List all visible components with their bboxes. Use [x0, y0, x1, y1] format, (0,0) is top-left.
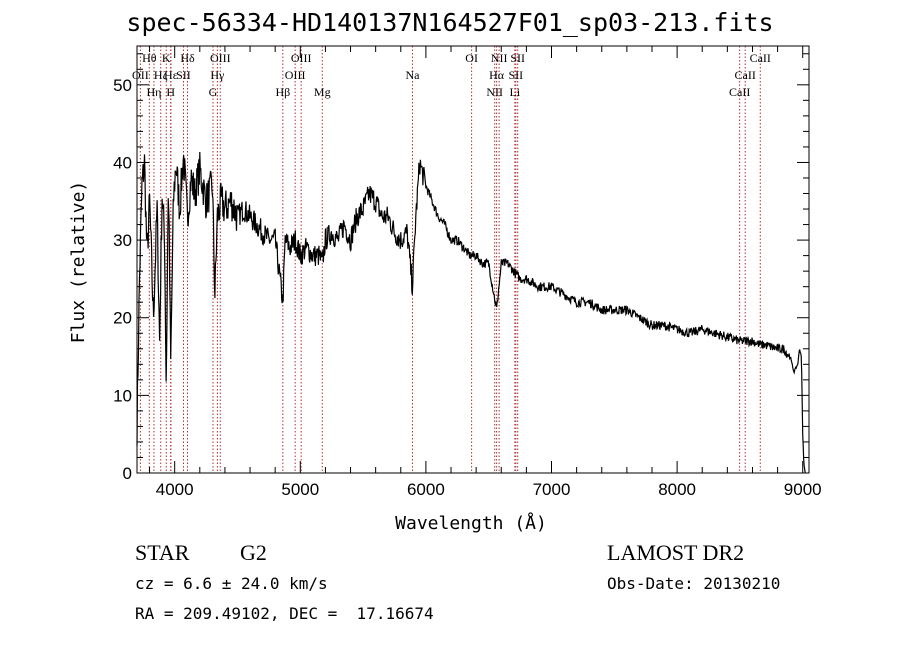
- line-label-6: NII: [491, 51, 508, 65]
- plot-frame: [136, 45, 810, 474]
- line-markers: [139, 46, 761, 473]
- line-label-25: Li: [509, 85, 520, 99]
- line-label-16: SII: [508, 68, 523, 82]
- y-tick-label-3: 30: [113, 231, 132, 250]
- x-tick-label-3: 7000: [533, 480, 571, 499]
- survey-label: LAMOST DR2: [607, 540, 745, 565]
- line-label-2: Hδ: [180, 51, 195, 65]
- line-label-11: SII: [176, 68, 191, 82]
- spectrum-line: [136, 151, 806, 473]
- y-tick-label-2: 20: [113, 309, 132, 328]
- line-label-18: Hε: [164, 68, 178, 82]
- line-label-8: CaII: [750, 51, 771, 65]
- line-label-9: OII: [132, 68, 149, 82]
- line-label-5: OI: [465, 51, 478, 65]
- y-axis-label: Flux (relative): [68, 181, 89, 344]
- spectrum-series: [136, 151, 806, 473]
- x-tick-label-2: 6000: [407, 480, 445, 499]
- subclass-label: G2: [240, 540, 267, 565]
- line-label-0: Hθ: [142, 51, 157, 65]
- line-label-3: OIII: [210, 51, 231, 65]
- line-label-13: OIII: [285, 68, 306, 82]
- y-tick-label-5: 50: [113, 76, 132, 95]
- class-label: STAR: [135, 540, 190, 565]
- x-tick-label-5: 9000: [784, 480, 822, 499]
- y-tick-label-4: 40: [113, 153, 132, 172]
- line-label-10: Hζ: [154, 68, 168, 82]
- y-tick-label-1: 10: [113, 386, 132, 405]
- line-label-22: Hβ: [275, 85, 290, 99]
- chart-title: spec-56334-HD140137N164527F01_sp03-213.f…: [126, 8, 774, 37]
- line-label-4: OIII: [291, 51, 312, 65]
- line-label-24: NII: [486, 85, 503, 99]
- line-label-12: Hγ: [210, 68, 225, 82]
- line-label-15: Hα: [489, 68, 505, 82]
- line-label-20: H: [166, 85, 175, 99]
- y-tick-label-0: 0: [123, 464, 132, 483]
- line-label-21: G: [209, 85, 218, 99]
- obs-date-text: Obs-Date: 20130210: [607, 574, 781, 593]
- line-label-7: SII: [510, 51, 525, 65]
- radec-text: RA = 209.49102, DEC = 17.16674: [135, 604, 434, 623]
- line-label-14: Na: [405, 68, 420, 82]
- line-label-1: K: [162, 51, 171, 65]
- x-tick-label-1: 5000: [281, 480, 319, 499]
- x-axis-label: Wavelength (Å): [395, 512, 547, 534]
- x-tick-label-4: 8000: [658, 480, 696, 499]
- line-label-26: CaII: [729, 85, 750, 99]
- line-label-23: Mg: [314, 85, 331, 99]
- redshift-text: cz = 6.6 ± 24.0 km/s: [135, 574, 328, 593]
- x-tick-label-0: 4000: [156, 480, 194, 499]
- line-label-17: CaII: [735, 68, 756, 82]
- line-label-19: Hη: [146, 85, 161, 99]
- axis-ticks: 4000 5000 6000 7000 8000 9000 0 10 20 30 40 50: [113, 46, 822, 499]
